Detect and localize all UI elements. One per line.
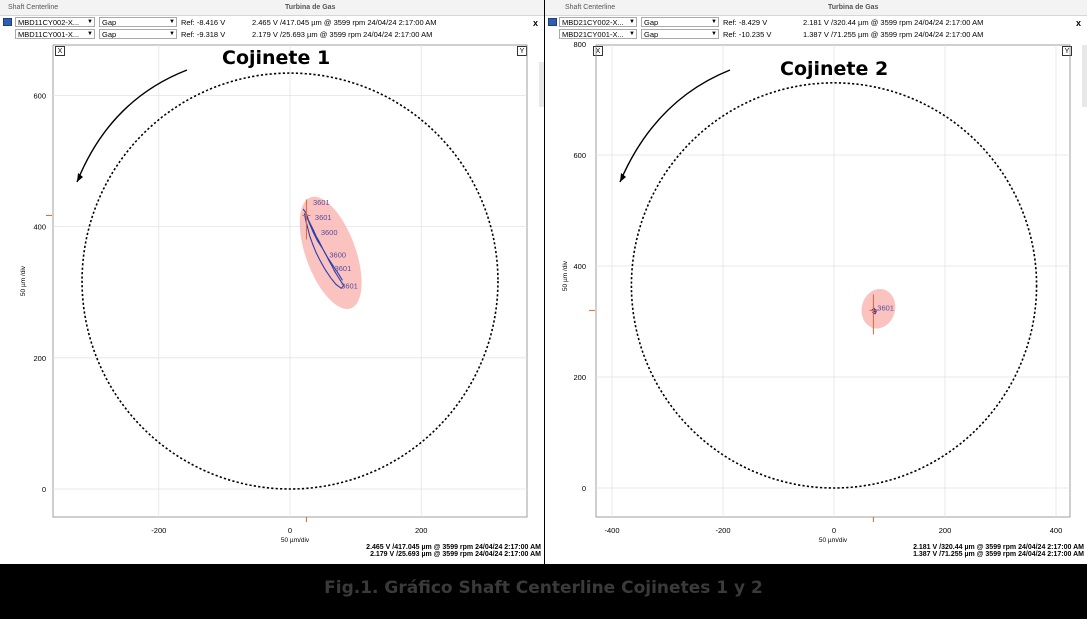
chevron-down-icon: ▼ — [87, 19, 93, 25]
y-axis-label: 50 µm /div — [562, 260, 569, 291]
x-tick-label: 200 — [939, 526, 952, 535]
panel-title-bar: Shaft Centerline Turbina de Gas — [545, 0, 1087, 16]
x-tick-label: 400 — [1050, 526, 1063, 535]
rotation-arrowhead — [620, 173, 626, 182]
footer-readings: 2.181 V /320.44 µm @ 3599 rpm 24/04/24 2… — [913, 544, 1084, 558]
mode-select[interactable]: Gap ▼ — [99, 29, 177, 39]
point-select[interactable]: MBD11CY002-X... ▼ — [15, 17, 95, 27]
y-axis-button[interactable]: Y — [1062, 46, 1072, 56]
speed-label: 3601 — [341, 281, 358, 290]
speed-label: 3601 — [877, 303, 894, 312]
y-axis-label: 50 µm /div — [20, 265, 27, 296]
ref-voltage: Ref: -10.235 V — [723, 30, 772, 39]
probe-row-2: MBD21CY001-X... ▼ Gap ▼ Ref: -10.235 V 1.3… — [545, 29, 1087, 40]
y-tick-label: 200 — [33, 354, 46, 363]
rotation-arrow — [76, 69, 188, 183]
ref-voltage: Ref: -8.429 V — [723, 18, 768, 27]
mode-select[interactable]: Gap ▼ — [641, 17, 719, 27]
app-title: Shaft Centerline — [565, 4, 616, 11]
speed-label: 3601 — [315, 213, 332, 222]
footer-reading: 2.465 V /417.045 µm @ 3599 rpm 24/04/24 … — [366, 544, 541, 551]
probe-row-1: MBD21CY002-X... ▼ Gap ▼ Ref: -8.429 V 2.18… — [545, 17, 1087, 28]
footer-reading: 2.179 V /25.693 µm @ 3599 rpm 24/04/24 2… — [370, 551, 541, 558]
reading-value: 2.181 V /320.44 µm @ 3599 rpm 24/04/24 2… — [803, 18, 984, 27]
reading-value: 2.465 V /417.045 µm @ 3599 rpm 24/04/24 … — [252, 18, 437, 27]
machine-title: Turbina de Gas — [285, 4, 336, 11]
ref-voltage: Ref: -8.416 V — [181, 18, 226, 27]
chevron-down-icon: ▼ — [169, 19, 175, 25]
scrollbar[interactable] — [1082, 45, 1087, 107]
y-tick-label: 800 — [573, 40, 586, 49]
uncertainty-ellipse — [299, 196, 362, 309]
uncertainty-ellipse — [861, 288, 896, 329]
y-tick-label: 400 — [573, 262, 586, 271]
chevron-down-icon: ▼ — [629, 31, 635, 37]
mode-select[interactable]: Gap ▼ — [99, 17, 177, 27]
figure-caption: Fig.1. Gráfico Shaft Centerline Cojinete… — [324, 578, 763, 598]
x-tick-label: -200 — [151, 526, 166, 535]
y-tick-label: 0 — [42, 485, 46, 494]
y-tick-label: 0 — [582, 484, 586, 493]
reading-value: 2.179 V /25.693 µm @ 3599 rpm 24/04/24 2… — [252, 30, 433, 39]
orbit-trace — [302, 208, 345, 290]
scrollbar[interactable] — [539, 62, 544, 107]
close-button[interactable]: x — [1075, 18, 1081, 28]
y-axis-button[interactable]: Y — [517, 46, 527, 56]
y-tick-label: 400 — [33, 223, 46, 232]
x-tick-label: 0 — [832, 526, 836, 535]
chart-icon — [548, 18, 557, 26]
footer-readings: 2.465 V /417.045 µm @ 3599 rpm 24/04/24 … — [366, 544, 541, 558]
chevron-down-icon: ▼ — [711, 31, 717, 37]
x-tick-label: 0 — [288, 526, 292, 535]
x-tick-label: 200 — [415, 526, 428, 535]
x-axis-button[interactable]: X — [55, 46, 65, 56]
x-axis-label: 50 µm/div — [281, 537, 310, 544]
bearing-label: Cojinete 2 — [780, 58, 889, 80]
x-tick-label: -400 — [604, 526, 619, 535]
clearance-circle — [81, 72, 499, 490]
rotation-arrowhead — [77, 173, 83, 182]
footer-reading: 2.181 V /320.44 µm @ 3599 rpm 24/04/24 2… — [913, 544, 1084, 551]
x-axis-label: 50 µm/div — [819, 537, 848, 544]
chevron-down-icon: ▼ — [169, 31, 175, 37]
ref-voltage: Ref: -9.318 V — [181, 30, 226, 39]
close-button[interactable]: x — [532, 18, 538, 28]
app-title: Shaft Centerline — [8, 4, 59, 11]
shaft-centerline-chart-1: -200 0 200 0 200 400 600 50 µm/div 50 µm /div 360… — [20, 44, 528, 544]
clearance-circle — [630, 82, 1038, 489]
probe-row-2: MBD11CY001-X... ▼ Gap ▼ Ref: -9.318 V 2.17… — [0, 29, 544, 40]
y-tick-label: 600 — [573, 151, 586, 160]
shaft-centerline-panel-2: Shaft Centerline Turbina de Gas MBD21CY0… — [545, 0, 1087, 564]
x-tick-label: -200 — [715, 526, 730, 535]
x-axis-button[interactable]: X — [593, 46, 603, 56]
chevron-down-icon: ▼ — [629, 19, 635, 25]
speed-label: 3600 — [321, 228, 338, 237]
speed-label: 3600 — [329, 250, 346, 259]
plot-area — [595, 44, 1071, 518]
point-select[interactable]: MBD21CY002-X... ▼ — [559, 17, 637, 27]
probe-row-1: MBD11CY002-X... ▼ Gap ▼ Ref: -8.416 V 2.46… — [0, 17, 544, 28]
machine-title: Turbina de Gas — [828, 4, 879, 11]
chevron-down-icon: ▼ — [87, 31, 93, 37]
mode-select[interactable]: Gap ▼ — [641, 29, 719, 39]
speed-label: 3601 — [313, 198, 330, 207]
shaft-centerline-chart-2: -400 -200 0 200 400 0 200 400 600 800 50 µm/div 50 … — [562, 40, 1071, 544]
shaft-centerline-panel-1: Shaft Centerline Turbina de Gas MBD11CY0… — [0, 0, 544, 564]
panel-title-bar: Shaft Centerline Turbina de Gas — [0, 0, 544, 16]
y-tick-label: 200 — [573, 373, 586, 382]
chevron-down-icon: ▼ — [711, 19, 717, 25]
reading-value: 1.387 V /71.255 µm @ 3599 rpm 24/04/24 2… — [803, 30, 984, 39]
y-tick-label: 600 — [33, 91, 46, 100]
footer-reading: 1.387 V /71.255 µm @ 3599 rpm 24/04/24 2… — [913, 551, 1084, 558]
point-select[interactable]: MBD21CY001-X... ▼ — [559, 29, 637, 39]
speed-label: 3601 — [335, 264, 352, 273]
point-select[interactable]: MBD11CY001-X... ▼ — [15, 29, 95, 39]
bearing-label: Cojinete 1 — [222, 47, 331, 69]
chart-icon — [3, 18, 12, 26]
rotation-arrow — [619, 69, 731, 183]
